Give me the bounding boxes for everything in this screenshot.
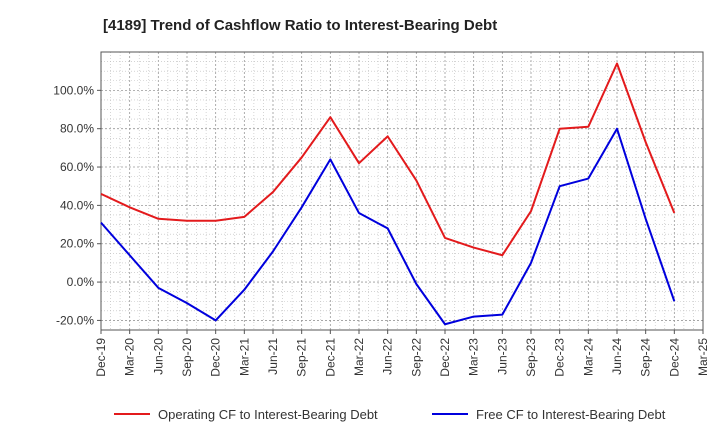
x-tick-label: Mar-23 bbox=[467, 338, 481, 376]
series-lines bbox=[100, 62, 676, 326]
x-tick-label: Dec-19 bbox=[94, 338, 108, 377]
y-tick-label: 0.0% bbox=[67, 275, 95, 289]
x-tick-label: Dec-20 bbox=[209, 338, 223, 377]
x-axis-ticks: Dec-19 Mar-20 Jun-20 Sep-20 Dec-20 Mar-21 Jun-… bbox=[94, 330, 710, 377]
y-tick-label: 20.0% bbox=[60, 237, 94, 251]
legend: Operating CF to Interest-Bearing Debt Fre… bbox=[114, 407, 666, 422]
y-tick-label: 80.0% bbox=[60, 122, 94, 136]
legend-label: Operating CF to Interest-Bearing Debt bbox=[158, 407, 378, 422]
x-tick-label: Jun-24 bbox=[610, 338, 624, 375]
x-tick-label: Mar-22 bbox=[352, 338, 366, 376]
series-line-operating-cf bbox=[100, 62, 676, 257]
x-tick-label: Sep-21 bbox=[295, 338, 309, 377]
chart-title: [4189] Trend of Cashflow Ratio to Intere… bbox=[103, 17, 497, 34]
x-tick-label: Dec-24 bbox=[667, 338, 681, 377]
y-tick-label: 100.0% bbox=[53, 83, 94, 97]
x-tick-label: Sep-20 bbox=[180, 338, 194, 377]
x-tick-label: Dec-23 bbox=[553, 338, 567, 377]
x-tick-label: Jun-20 bbox=[151, 338, 165, 375]
x-tick-label: Dec-21 bbox=[323, 338, 337, 377]
x-tick-label: Jun-21 bbox=[266, 338, 280, 375]
x-tick-label: Mar-24 bbox=[581, 338, 595, 376]
y-tick-label: 40.0% bbox=[60, 198, 94, 212]
y-tick-label: 60.0% bbox=[60, 160, 94, 174]
x-tick-label: Jun-22 bbox=[381, 338, 395, 375]
grid-lines bbox=[101, 52, 703, 330]
legend-label: Free CF to Interest-Bearing Debt bbox=[476, 407, 666, 422]
x-tick-label: Jun-23 bbox=[495, 338, 509, 375]
x-tick-label: Sep-24 bbox=[639, 338, 653, 377]
x-tick-label: Dec-22 bbox=[438, 338, 452, 377]
x-tick-label: Mar-21 bbox=[237, 338, 251, 376]
series-line-free-cf bbox=[100, 127, 676, 326]
x-tick-label: Sep-23 bbox=[524, 338, 538, 377]
x-tick-label: Sep-22 bbox=[409, 338, 423, 377]
x-tick-label: Mar-25 bbox=[696, 338, 710, 376]
y-tick-label: -20.0% bbox=[56, 313, 94, 327]
y-axis-ticks: -20.0% 0.0% 20.0% 40.0% 60.0% 80.0% 100.0% bbox=[53, 83, 101, 327]
plot-area bbox=[100, 51, 704, 331]
x-tick-label: Mar-20 bbox=[123, 338, 137, 376]
